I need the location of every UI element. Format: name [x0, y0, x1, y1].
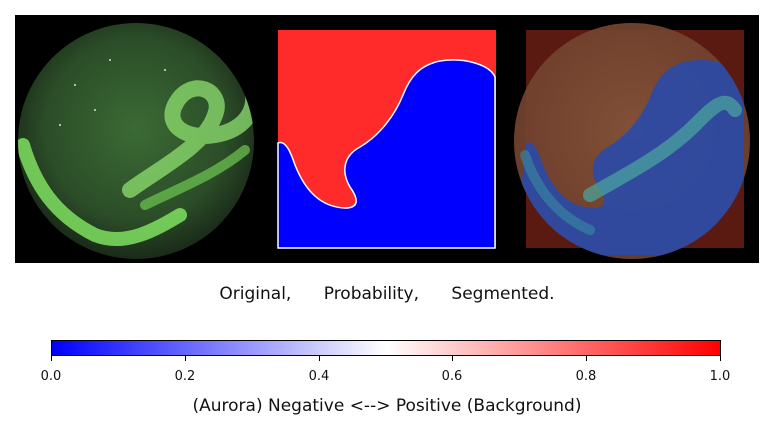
colorbar-tick-label: 0.4 — [308, 369, 330, 384]
colorbar-tick-label: 0.8 — [575, 369, 597, 384]
image-panels-svg — [18, 23, 750, 259]
colorbar — [51, 340, 721, 356]
colorbar-tick-label: 0.2 — [174, 369, 196, 384]
colorbar-tick — [452, 356, 453, 361]
image-panel-strip — [15, 15, 759, 263]
colorbar-tick — [51, 356, 52, 361]
colorbar-tick — [720, 356, 721, 361]
colorbar-label: (Aurora) Negative <--> Positive (Backgro… — [192, 396, 582, 416]
segmented-panel — [514, 23, 750, 259]
colorbar-tick-label: 0.0 — [40, 369, 62, 384]
probability-panel — [277, 30, 496, 249]
colorbar-tick — [319, 356, 320, 361]
figure-caption: Original, Probability, Segmented. — [219, 284, 555, 304]
colorbar-tick — [586, 356, 587, 361]
colorbar-tick — [185, 356, 186, 361]
colorbar-tick-label: 0.6 — [441, 369, 463, 384]
colorbar-tick-label: 1.0 — [709, 369, 731, 384]
original-panel — [18, 23, 254, 259]
